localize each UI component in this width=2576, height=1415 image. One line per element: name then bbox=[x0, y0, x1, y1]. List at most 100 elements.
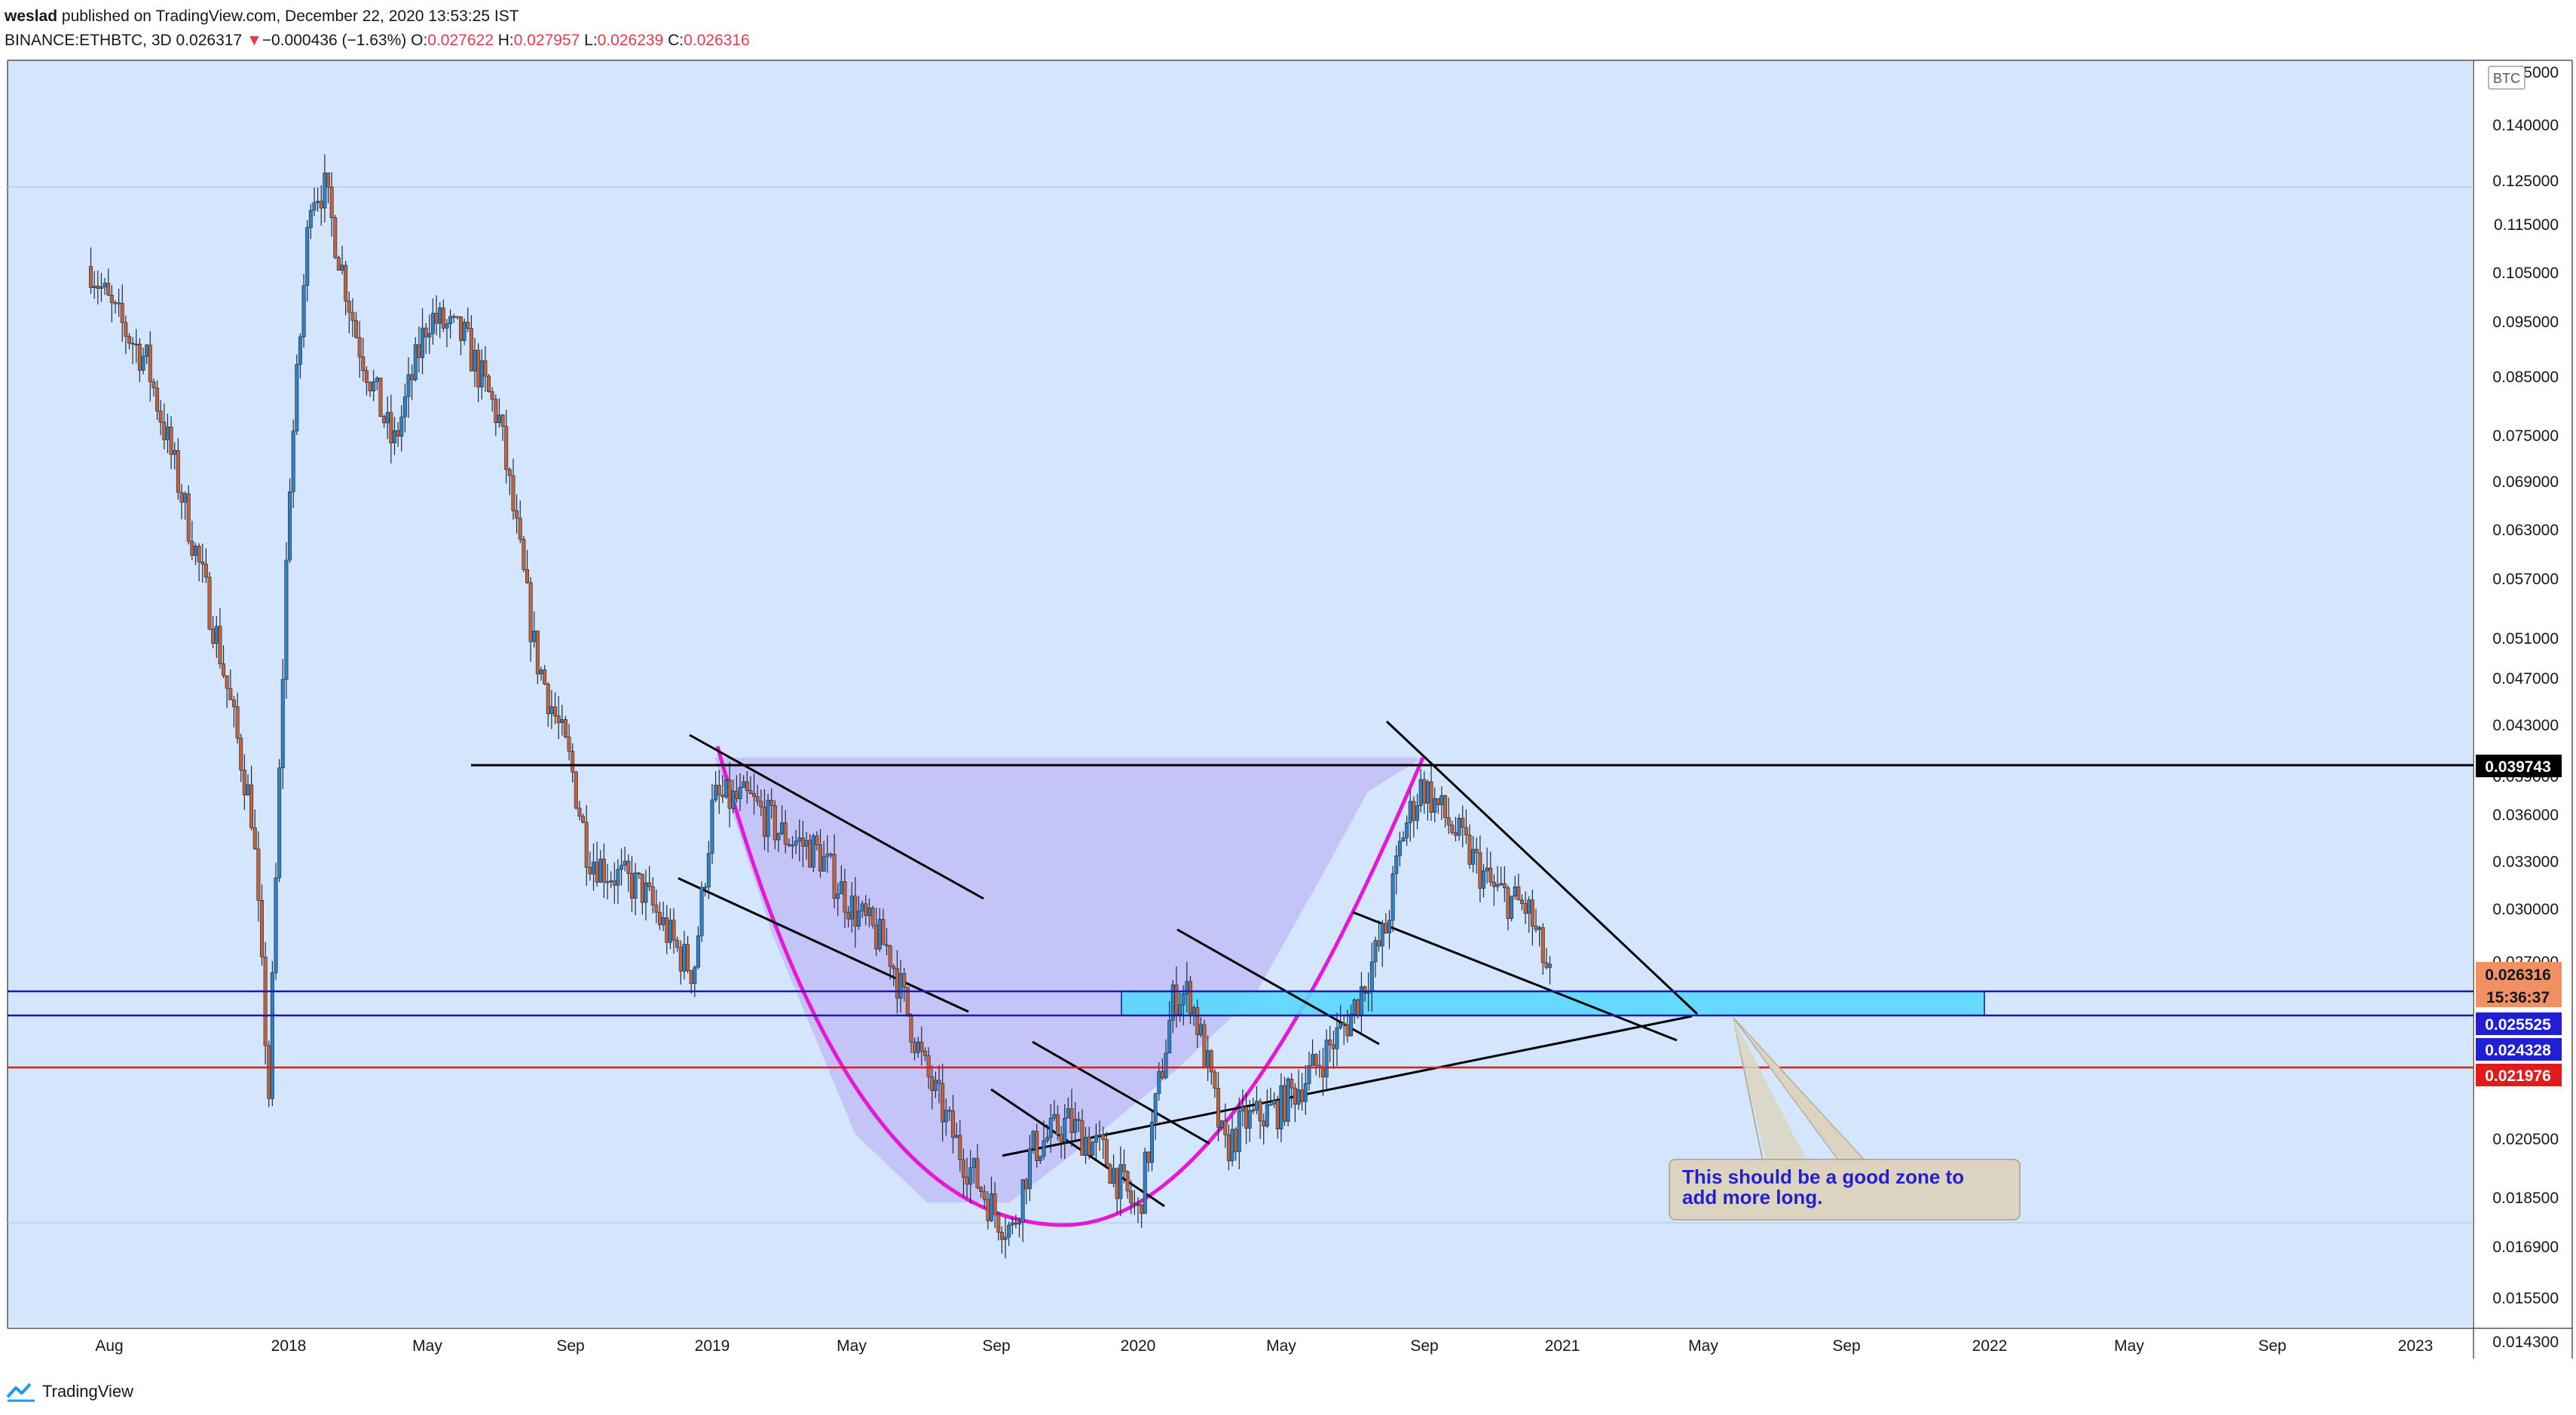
resistance-price-label: 0.039743 bbox=[2485, 758, 2551, 776]
candle-body bbox=[832, 854, 837, 899]
candle-body bbox=[368, 382, 372, 392]
candle-body bbox=[769, 800, 774, 806]
candle-body bbox=[1446, 817, 1451, 825]
candle-body bbox=[1443, 795, 1448, 818]
candle-body bbox=[941, 1083, 945, 1123]
candle-body bbox=[678, 947, 683, 972]
y-tick-label: 0.043000 bbox=[2492, 717, 2559, 734]
candle-body bbox=[1450, 825, 1455, 833]
candle-body bbox=[256, 848, 261, 901]
candle-body bbox=[1303, 1083, 1308, 1102]
candle-body bbox=[1048, 1117, 1053, 1138]
y-tick-label: 0.018500 bbox=[2492, 1190, 2559, 1207]
candle-body bbox=[1369, 961, 1374, 991]
candle-body bbox=[113, 302, 118, 305]
candle-body bbox=[1237, 1110, 1241, 1153]
candle-body bbox=[364, 370, 369, 383]
close-value: 0.026316 bbox=[684, 32, 750, 49]
candle-body bbox=[546, 684, 550, 715]
candle-body bbox=[483, 360, 488, 377]
candle-body bbox=[1080, 1120, 1085, 1156]
candle-body bbox=[874, 924, 879, 950]
candle-body bbox=[1125, 1171, 1130, 1192]
candle-body bbox=[672, 920, 676, 941]
candle-body bbox=[783, 822, 788, 845]
candle-body bbox=[1150, 1122, 1155, 1163]
candle-body bbox=[1241, 1107, 1245, 1112]
candle-body bbox=[1202, 1024, 1207, 1067]
candle-body bbox=[1478, 852, 1482, 889]
candle-body bbox=[134, 344, 139, 346]
candle-body bbox=[836, 893, 840, 899]
candle-body bbox=[689, 970, 693, 985]
candle-body bbox=[620, 865, 624, 870]
candle-body bbox=[1209, 1050, 1213, 1073]
candle-body bbox=[402, 396, 407, 418]
candle-body bbox=[476, 350, 481, 387]
candle-body bbox=[421, 327, 425, 358]
candle-body bbox=[522, 538, 526, 570]
candle-body bbox=[1464, 827, 1468, 835]
candle-body bbox=[190, 541, 194, 556]
x-tick-label: 2018 bbox=[271, 1337, 307, 1355]
y-tick-label: 0.057000 bbox=[2492, 571, 2559, 588]
candle-body bbox=[1112, 1168, 1116, 1184]
candle-body bbox=[696, 935, 700, 968]
candle-body bbox=[316, 201, 320, 204]
candle-body bbox=[222, 663, 226, 676]
candle-body bbox=[1453, 832, 1458, 836]
candle-body bbox=[1352, 999, 1357, 1015]
time-axis[interactable]: Aug 2018 May Sep 2019 May Sep 2020 May Sep 2021 May… bbox=[95, 1337, 2433, 1355]
candle-body bbox=[424, 327, 428, 338]
candle-body bbox=[1300, 1089, 1305, 1102]
candle-body bbox=[1146, 1151, 1151, 1163]
candle-body bbox=[937, 1080, 941, 1084]
candle-body bbox=[326, 173, 330, 188]
high-value: 0.027957 bbox=[513, 32, 580, 49]
candle-body bbox=[102, 283, 107, 287]
candle-body bbox=[543, 669, 547, 685]
candle-body bbox=[375, 377, 379, 382]
candle-body bbox=[539, 669, 543, 675]
price-axis-background bbox=[2474, 60, 2572, 1327]
y-tick-label: 0.115000 bbox=[2494, 216, 2559, 234]
candle-body bbox=[312, 202, 317, 211]
footer-brand[interactable]: TradingView bbox=[6, 1375, 133, 1408]
candle-body bbox=[675, 939, 680, 948]
cup-arc bbox=[715, 746, 1425, 1227]
candle-body bbox=[1198, 1024, 1203, 1035]
candle-body bbox=[790, 844, 794, 847]
candle-body bbox=[176, 450, 180, 493]
long-zone bbox=[1121, 991, 1985, 1016]
candle-body bbox=[455, 316, 460, 318]
candle-body bbox=[427, 333, 432, 338]
y-tick-label: 0.085000 bbox=[2492, 369, 2559, 386]
candle-body bbox=[1356, 999, 1360, 1015]
y-tick-label: 0.030000 bbox=[2492, 901, 2559, 918]
y-tick-label: 0.047000 bbox=[2492, 670, 2559, 688]
author-name[interactable]: weslad bbox=[5, 8, 58, 25]
candle-body bbox=[1143, 1151, 1147, 1214]
candle-body bbox=[96, 286, 100, 289]
candle-body bbox=[919, 1041, 924, 1052]
candle-body bbox=[902, 972, 907, 988]
y-tick-label: 0.125000 bbox=[2492, 173, 2559, 190]
candle-body bbox=[1192, 1007, 1196, 1014]
candle-body bbox=[410, 374, 415, 381]
candle-body bbox=[162, 421, 167, 440]
candle-body bbox=[1027, 1148, 1032, 1190]
candle-body bbox=[207, 577, 212, 629]
candle-body bbox=[1513, 887, 1517, 896]
candle-body bbox=[1042, 1140, 1046, 1157]
candle-body bbox=[1244, 1107, 1249, 1129]
close-label: C: bbox=[668, 32, 684, 49]
candle-body bbox=[640, 874, 644, 903]
candle-body bbox=[249, 784, 254, 828]
candle-body bbox=[500, 415, 505, 427]
candle-body bbox=[448, 316, 453, 324]
candle-body bbox=[1268, 1104, 1273, 1106]
trend-line bbox=[1352, 911, 1678, 1042]
candle-body bbox=[1293, 1087, 1297, 1105]
candle-body bbox=[231, 700, 236, 707]
